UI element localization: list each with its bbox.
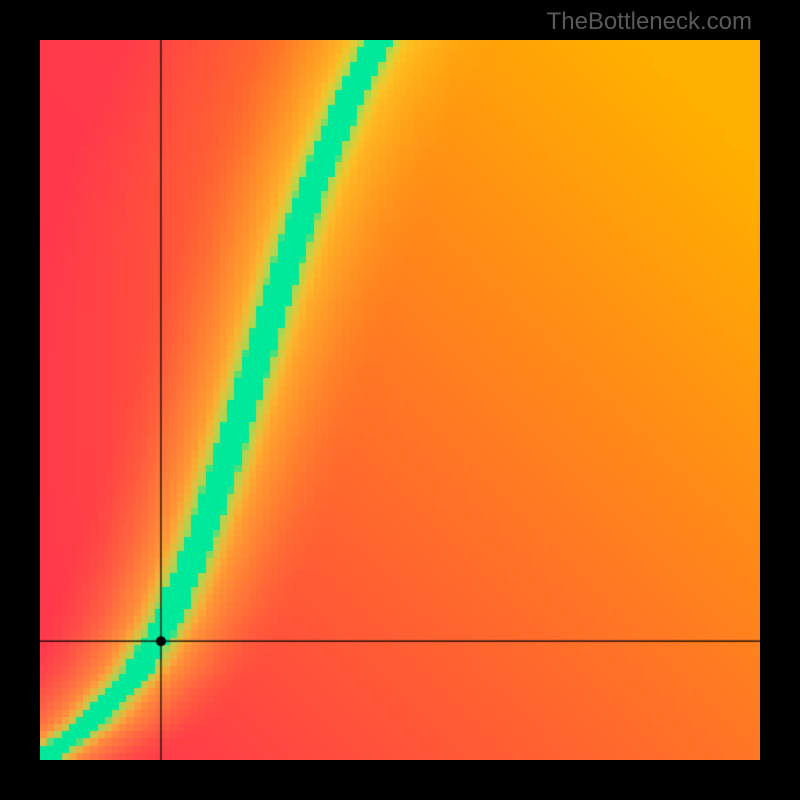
bottleneck-heatmap: [40, 40, 760, 760]
watermark-text: TheBottleneck.com: [547, 8, 752, 36]
crosshair-overlay: [40, 40, 760, 760]
